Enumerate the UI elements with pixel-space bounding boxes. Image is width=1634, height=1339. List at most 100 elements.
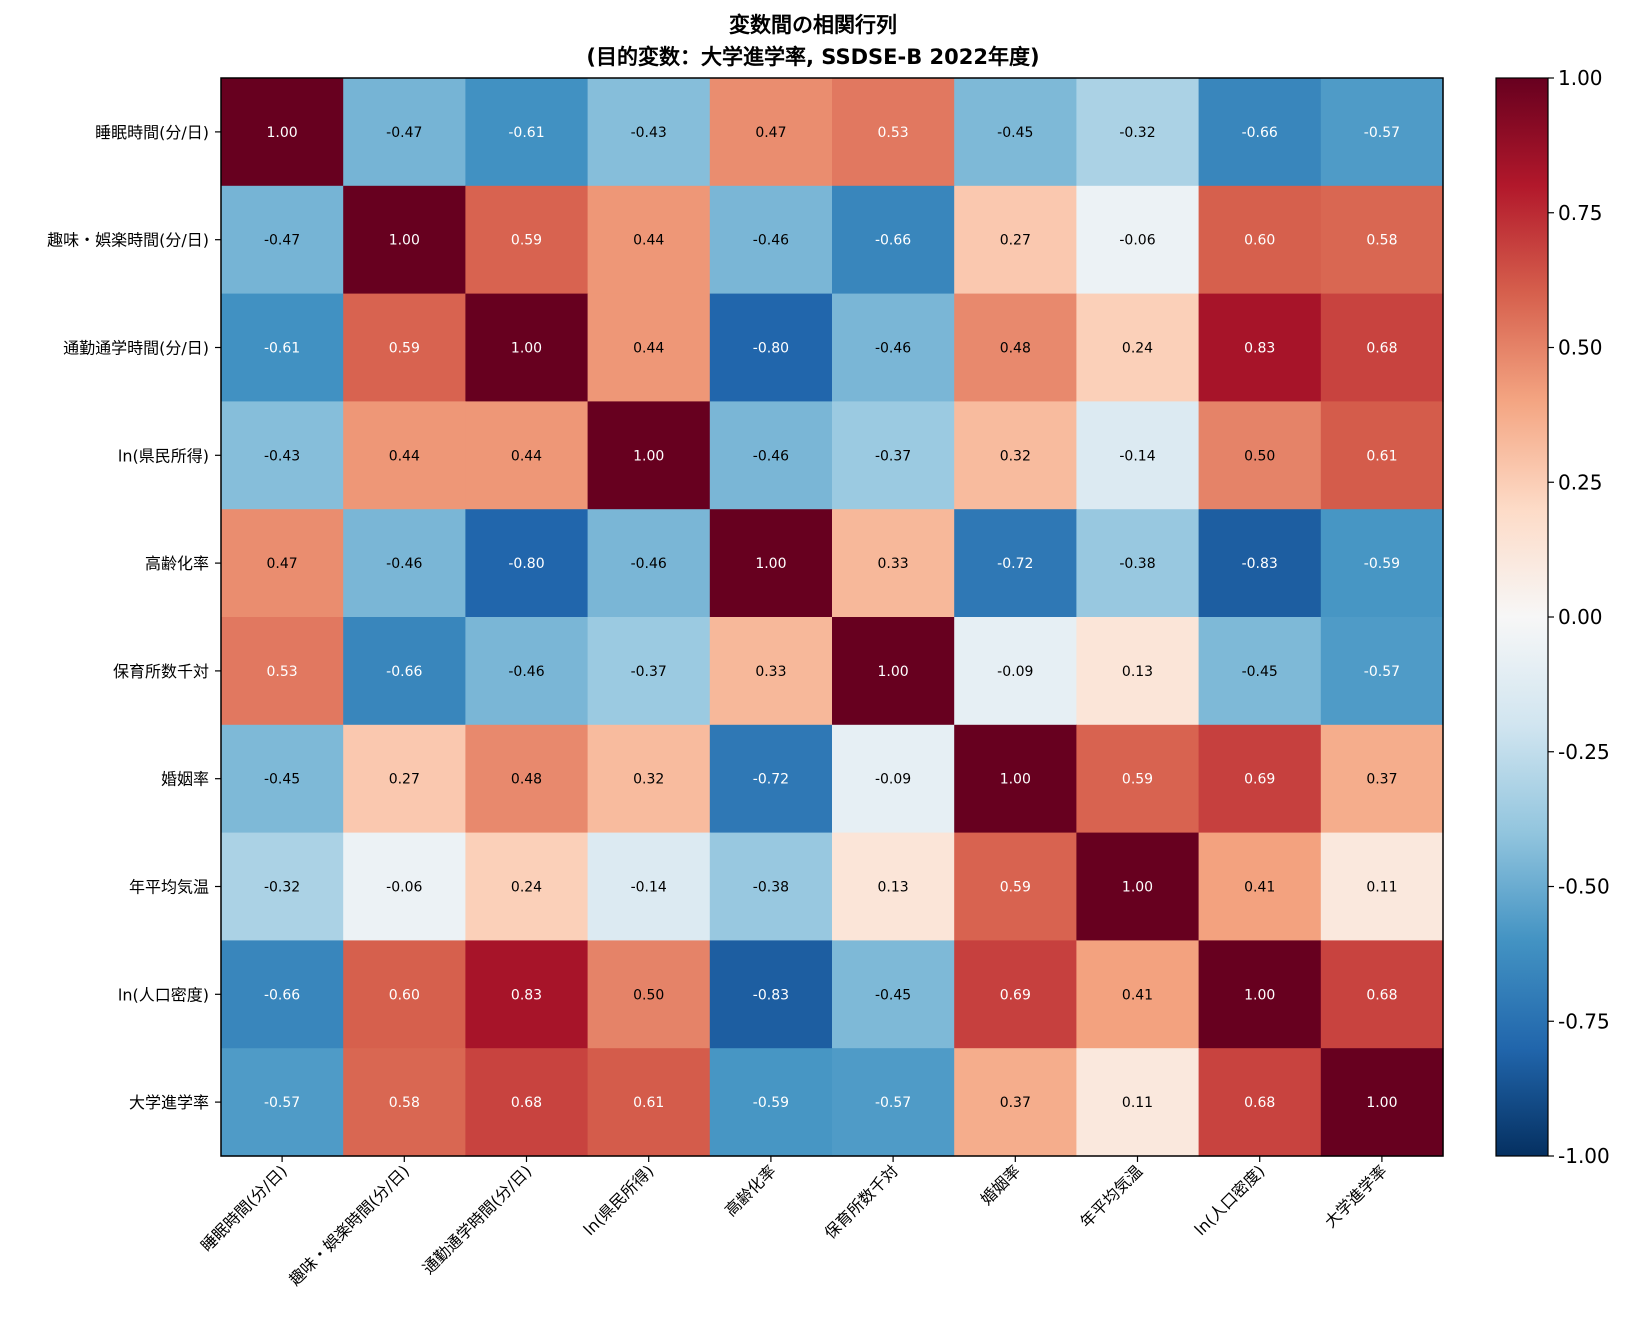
colorbar xyxy=(1495,77,1549,1157)
cell-value-label: 0.58 xyxy=(1366,233,1397,249)
cell-value-label: 0.47 xyxy=(755,125,786,141)
heatmap-cell xyxy=(1076,185,1200,295)
chart-title-line1: 変数間の相関行列 xyxy=(729,13,897,37)
heatmap-cell xyxy=(832,78,955,187)
heatmap-cell xyxy=(221,940,344,1049)
heatmap-cell xyxy=(709,293,833,402)
y-tick-label: ln(県民所得) xyxy=(118,446,209,465)
heatmap-cell xyxy=(1076,832,1200,941)
cell-value-label: 0.58 xyxy=(389,1095,420,1111)
heatmap-cell xyxy=(587,1048,711,1157)
cell-value-label: -0.14 xyxy=(1119,448,1155,464)
cell-value-label: -0.45 xyxy=(875,987,911,1003)
cell-value-label: 1.00 xyxy=(1000,772,1031,788)
heatmap-cell xyxy=(465,940,589,1049)
cell-value-label: -0.57 xyxy=(875,1095,911,1111)
heatmap-cell xyxy=(1198,832,1322,941)
cell-value-label: 1.00 xyxy=(389,233,420,249)
cell-value-label: 0.11 xyxy=(1122,1095,1153,1111)
heatmap-cells xyxy=(221,78,1444,1157)
cell-value-label: -0.06 xyxy=(1119,233,1155,249)
cell-value-label: 0.68 xyxy=(1366,341,1397,357)
cell-value-label: 0.11 xyxy=(1366,880,1397,896)
cell-value-label: -0.46 xyxy=(875,341,911,357)
heatmap-cell xyxy=(1198,617,1322,726)
heatmap-cell xyxy=(1076,78,1200,187)
cell-value-label: 0.37 xyxy=(1366,772,1397,788)
cell-value-label: -0.59 xyxy=(1364,556,1400,572)
cell-value-label: 1.00 xyxy=(267,125,298,141)
heatmap-cell xyxy=(465,509,589,618)
heatmap-cell xyxy=(1076,1048,1200,1157)
heatmap-cell xyxy=(1076,724,1200,834)
cell-value-label: -0.09 xyxy=(875,772,911,788)
heatmap-cell xyxy=(221,401,344,510)
cell-value-label: 0.44 xyxy=(389,448,420,464)
cell-value-label: 0.24 xyxy=(511,880,542,896)
colorbar-tick-label: 0.50 xyxy=(1558,336,1603,360)
cell-value-label: -0.83 xyxy=(1242,556,1278,572)
heatmap-cell xyxy=(832,509,955,618)
heatmap-cell xyxy=(587,940,711,1049)
cell-value-label: 1.00 xyxy=(1122,880,1153,896)
cell-value-label: 0.53 xyxy=(267,664,298,680)
y-tick-label: 年平均気温 xyxy=(129,878,209,897)
heatmap-cell xyxy=(587,401,711,510)
heatmap-cell xyxy=(954,185,1077,295)
colorbar-tick-label: -0.75 xyxy=(1558,1009,1610,1033)
y-tick-label: 大学進学率 xyxy=(129,1093,209,1112)
heatmap-cell xyxy=(1198,78,1322,187)
cell-value-label: -0.46 xyxy=(631,556,667,572)
y-tick-label: ln(人口密度) xyxy=(118,985,209,1004)
y-tick-label: 趣味・娯楽時間(分/日) xyxy=(47,231,209,250)
heatmap-cell xyxy=(587,832,711,941)
heatmap-cell xyxy=(954,401,1077,510)
cell-value-label: 1.00 xyxy=(633,448,664,464)
cell-value-label: -0.61 xyxy=(508,125,544,141)
heatmap-cell xyxy=(954,617,1077,726)
cell-value-label: 0.60 xyxy=(1244,233,1275,249)
heatmap-cell xyxy=(343,724,466,834)
cell-value-label: 1.00 xyxy=(878,664,909,680)
heatmap-cell xyxy=(1320,78,1444,187)
cell-value-label: 0.68 xyxy=(1244,1095,1275,1111)
cell-value-label: -0.32 xyxy=(264,880,300,896)
heatmap-cell xyxy=(1076,617,1200,726)
cell-value-label: -0.66 xyxy=(1242,125,1278,141)
plot-frame xyxy=(220,77,1444,1157)
heatmap-cell xyxy=(587,293,711,402)
colorbar-tick-label: -0.50 xyxy=(1558,875,1610,899)
heatmap-cell xyxy=(465,1048,589,1157)
heatmap-cell xyxy=(954,78,1077,187)
cell-value-label: -0.38 xyxy=(1119,556,1155,572)
cell-value-label: 0.68 xyxy=(1366,987,1397,1003)
cell-value-label: 0.83 xyxy=(1244,341,1275,357)
heatmap-cell xyxy=(832,293,955,402)
heatmap-cell xyxy=(465,401,589,510)
cell-value-label: 0.48 xyxy=(1000,341,1031,357)
heatmap-cell xyxy=(1198,509,1322,618)
heatmap-cell xyxy=(343,832,466,941)
cell-value-label: -0.46 xyxy=(508,664,544,680)
y-tick-label: 保育所数千対 xyxy=(113,662,209,681)
cell-value-label: 0.44 xyxy=(633,233,664,249)
cell-value-label: -0.66 xyxy=(386,664,422,680)
heatmap-cell xyxy=(221,185,344,295)
heatmap-cell xyxy=(1320,401,1444,510)
cell-value-label: 0.59 xyxy=(389,341,420,357)
heatmap-cell xyxy=(343,617,466,726)
heatmap-cell xyxy=(343,1048,466,1157)
heatmap-cell xyxy=(1198,185,1322,295)
heatmap-cell xyxy=(709,509,833,618)
heatmap-cell xyxy=(587,724,711,834)
colorbar-tick-label: 0.25 xyxy=(1558,470,1603,494)
colorbar-tick-label: -1.00 xyxy=(1558,1144,1610,1168)
heatmap-cell xyxy=(1198,401,1322,510)
heatmap-cell xyxy=(709,1048,833,1157)
cell-value-label: -0.66 xyxy=(264,987,300,1003)
heatmap-cell xyxy=(832,401,955,510)
cell-value-label: 0.59 xyxy=(1000,880,1031,896)
heatmap-cell xyxy=(954,832,1077,941)
cell-value-label: -0.83 xyxy=(753,987,789,1003)
cell-value-label: 0.32 xyxy=(1000,448,1031,464)
